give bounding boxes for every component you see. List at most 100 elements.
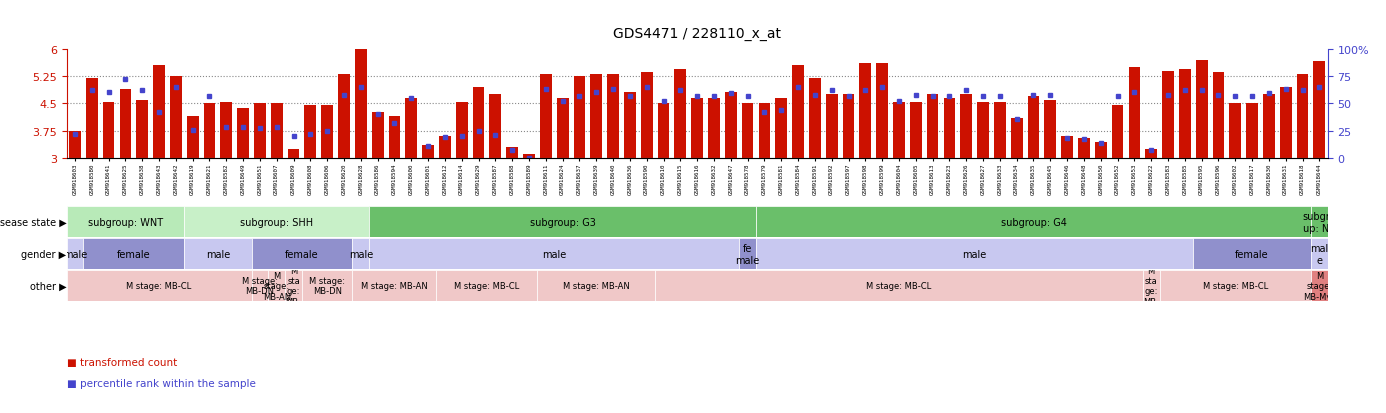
Bar [67, 239, 83, 270]
Bar [1027, 97, 1040, 159]
Bar [960, 95, 972, 159]
Bar [371, 113, 384, 159]
Bar [1279, 88, 1292, 159]
Bar [876, 64, 888, 159]
Bar [1263, 95, 1275, 159]
Bar [1193, 239, 1311, 270]
Bar [1145, 150, 1157, 159]
Bar [1112, 106, 1124, 159]
Bar [893, 102, 905, 159]
Bar [269, 271, 286, 301]
Bar [456, 102, 467, 159]
Bar [1314, 62, 1325, 159]
Bar [369, 207, 755, 238]
Bar [67, 207, 184, 238]
Bar [909, 102, 922, 159]
Bar [826, 95, 837, 159]
Bar [977, 102, 990, 159]
Bar [675, 69, 686, 159]
Bar [187, 117, 198, 159]
Text: subgroup: WNT: subgroup: WNT [87, 217, 164, 228]
Bar [725, 93, 737, 159]
Bar [538, 271, 656, 301]
Bar [640, 73, 653, 159]
Text: M
sta
ge:
MB-: M sta ge: MB- [286, 266, 302, 306]
Text: male: male [962, 249, 987, 259]
Bar [103, 102, 115, 159]
Text: M stage: MB-CL: M stage: MB-CL [126, 282, 191, 290]
Bar [288, 150, 299, 159]
Text: other ▶: other ▶ [30, 281, 67, 291]
Bar [557, 99, 568, 159]
Text: M
sta
ge:
MB-: M sta ge: MB- [1143, 266, 1159, 306]
Bar [305, 106, 316, 159]
Text: M
stage:
MB-AN: M stage: MB-AN [263, 271, 291, 301]
Bar [1297, 75, 1308, 159]
Bar [657, 104, 669, 159]
Bar [251, 271, 269, 301]
Bar [254, 104, 266, 159]
Bar [423, 146, 434, 159]
Text: female: female [116, 249, 151, 259]
Bar [136, 100, 148, 159]
Bar [1311, 207, 1328, 238]
Bar [1311, 271, 1328, 301]
Text: subgroup: SHH: subgroup: SHH [240, 217, 313, 228]
Bar [302, 271, 352, 301]
Text: M stage: MB-CL: M stage: MB-CL [455, 282, 520, 290]
Bar [994, 102, 1006, 159]
Bar [352, 239, 369, 270]
Bar [607, 75, 620, 159]
Bar [1160, 271, 1311, 301]
Text: subgro
up: NA: subgro up: NA [1303, 211, 1336, 233]
Text: M
stage:
MB-Myc: M stage: MB-Myc [1303, 271, 1336, 301]
Text: M stage:
MB-DN: M stage: MB-DN [243, 276, 279, 296]
Bar [656, 271, 1143, 301]
Bar [1311, 239, 1328, 270]
Bar [204, 104, 215, 159]
Bar [67, 271, 251, 301]
Bar [1095, 142, 1106, 159]
Bar [489, 95, 502, 159]
Bar [1143, 271, 1160, 301]
Text: disease state ▶: disease state ▶ [0, 217, 67, 228]
Bar [1179, 69, 1191, 159]
Bar [369, 239, 739, 270]
Bar [859, 64, 872, 159]
Bar [944, 99, 955, 159]
Text: M stage: MB-CL: M stage: MB-CL [866, 282, 931, 290]
Bar [473, 88, 485, 159]
Bar [742, 104, 754, 159]
Text: ■ transformed count: ■ transformed count [67, 358, 177, 368]
Bar [1078, 139, 1089, 159]
Bar [775, 99, 787, 159]
Bar [1128, 68, 1141, 159]
Text: male: male [205, 249, 230, 259]
Text: subgroup: G3: subgroup: G3 [529, 217, 596, 228]
Bar [322, 106, 333, 159]
Bar [69, 131, 80, 159]
Bar [523, 155, 535, 159]
Bar [1161, 71, 1174, 159]
Bar [437, 271, 538, 301]
Bar [927, 95, 938, 159]
Text: female: female [286, 249, 319, 259]
Bar [1062, 137, 1073, 159]
Bar [506, 148, 518, 159]
Text: M stage: MB-CL: M stage: MB-CL [1203, 282, 1268, 290]
Text: gender ▶: gender ▶ [21, 249, 67, 259]
Bar [590, 75, 602, 159]
Bar [388, 117, 401, 159]
Bar [1229, 104, 1242, 159]
Bar [220, 102, 233, 159]
Bar [755, 239, 1193, 270]
Text: fe
male: fe male [736, 243, 760, 265]
Bar [251, 239, 352, 270]
Text: male: male [542, 249, 567, 259]
Bar [237, 109, 249, 159]
Text: M stage: MB-AN: M stage: MB-AN [563, 282, 629, 290]
Bar [1246, 104, 1258, 159]
Bar [541, 75, 552, 159]
Text: M stage: MB-AN: M stage: MB-AN [362, 282, 428, 290]
Bar [270, 104, 283, 159]
